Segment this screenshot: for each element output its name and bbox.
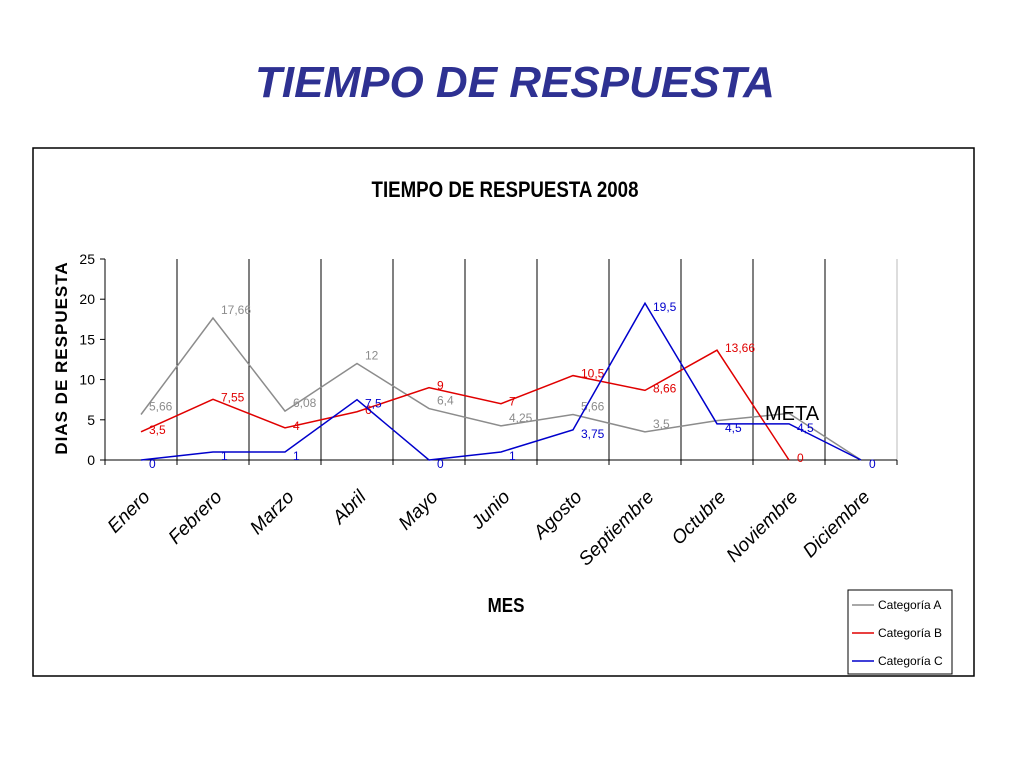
y-tick-label: 15 xyxy=(79,331,95,347)
data-label: 5,66 xyxy=(581,399,605,413)
data-label: 3,5 xyxy=(653,417,670,431)
data-label: 17,66 xyxy=(221,303,251,317)
data-label: 4,25 xyxy=(509,411,533,425)
data-label: 19,5 xyxy=(653,300,677,314)
data-label: 13,66 xyxy=(725,341,755,355)
data-label: 9 xyxy=(437,379,444,393)
line-series xyxy=(140,316,862,461)
data-label: 6,4 xyxy=(437,394,454,408)
data-label: 8,66 xyxy=(653,381,677,395)
legend-label: Categoría B xyxy=(878,626,942,640)
data-label: 4,5 xyxy=(725,421,742,435)
data-label: 1 xyxy=(509,449,516,463)
data-label: 10,5 xyxy=(581,367,605,381)
data-label: 4,5 xyxy=(797,421,814,435)
legend xyxy=(847,589,953,675)
slide-title: TIEMPO DE RESPUESTA xyxy=(255,58,775,107)
data-label: 5,66 xyxy=(149,399,173,413)
y-tick-label: 5 xyxy=(87,412,95,428)
annotation: META xyxy=(765,403,820,425)
data-label: 3,5 xyxy=(149,423,166,437)
data-label: 6,08 xyxy=(293,396,317,410)
data-label: 1 xyxy=(221,449,228,463)
y-axis-label: DIAS DE RESPUESTA xyxy=(52,261,71,454)
y-tick-label: 10 xyxy=(79,372,95,388)
chart-frame xyxy=(32,147,975,677)
data-label: 0 xyxy=(797,451,804,465)
x-axis-label: MES xyxy=(488,594,525,617)
legend-label: Categoría C xyxy=(878,654,943,668)
y-tick-label: 0 xyxy=(87,452,95,468)
chart-title: TIEMPO DE RESPUESTA 2008 xyxy=(372,179,639,203)
line-series xyxy=(140,349,790,461)
data-label: 7,55 xyxy=(221,390,245,404)
data-label: 7 xyxy=(509,395,516,409)
data-label: 4 xyxy=(293,419,300,433)
legend-label: Categoría A xyxy=(878,598,941,612)
data-label: 0 xyxy=(869,457,876,471)
data-label: 1 xyxy=(293,449,300,463)
y-tick-label: 25 xyxy=(79,251,95,267)
data-label: 12 xyxy=(365,349,379,363)
data-label: 3,75 xyxy=(581,427,605,441)
line-series xyxy=(140,301,862,461)
data-label: 0 xyxy=(149,457,156,471)
data-label: 0 xyxy=(437,457,444,471)
y-tick-label: 20 xyxy=(79,291,95,307)
data-label: 7,5 xyxy=(365,397,382,411)
